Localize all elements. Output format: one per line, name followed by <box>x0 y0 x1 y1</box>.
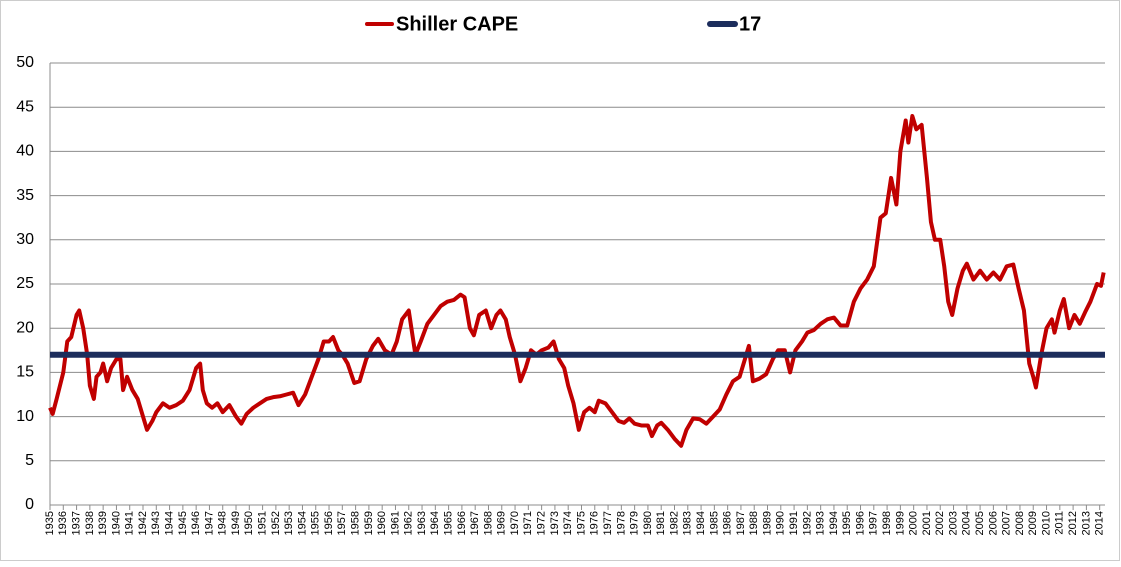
x-tick-label: 1941 <box>124 511 136 535</box>
y-tick-label: 10 <box>16 408 34 425</box>
x-tick-label: 1964 <box>429 511 441 535</box>
x-tick-label: 2009 <box>1027 511 1039 535</box>
x-tick-label: 1947 <box>203 511 215 535</box>
y-tick-label: 35 <box>16 187 34 204</box>
x-tick-label: 1999 <box>894 511 906 535</box>
x-tick-label: 1935 <box>44 511 56 535</box>
x-tick-label: 1998 <box>881 511 893 535</box>
x-tick-label: 1982 <box>668 511 680 535</box>
x-tick-label: 1974 <box>562 511 574 535</box>
x-tick-label: 1945 <box>177 511 189 535</box>
x-tick-label: 2000 <box>908 511 920 535</box>
x-tick-label: 1959 <box>363 511 375 535</box>
x-tick-label: 1983 <box>682 511 694 535</box>
x-tick-label: 1994 <box>828 511 840 535</box>
x-tick-label: 1967 <box>469 511 481 535</box>
x-tick-label: 1977 <box>602 511 614 535</box>
x-tick-label: 2013 <box>1080 511 1092 535</box>
x-tick-label: 1984 <box>695 511 707 535</box>
x-tick-label: 1962 <box>403 511 415 535</box>
x-tick-label: 1997 <box>868 511 880 535</box>
x-tick-label: 1961 <box>389 511 401 535</box>
x-tick-label: 1981 <box>655 511 667 535</box>
x-tick-label: 2002 <box>934 511 946 535</box>
y-tick-label: 40 <box>16 143 34 160</box>
x-tick-label: 2005 <box>974 511 986 535</box>
x-tick-label: 1987 <box>735 511 747 535</box>
x-tick-label: 1956 <box>323 511 335 535</box>
series-line <box>48 114 1106 448</box>
x-tick-label: 1955 <box>310 511 322 535</box>
x-tick-label: 1958 <box>350 511 362 535</box>
x-tick-label: 2014 <box>1094 511 1106 535</box>
x-tick-label: 2003 <box>947 511 959 535</box>
x-tick-label: 1938 <box>84 511 96 535</box>
x-tick-label: 1995 <box>841 511 853 535</box>
x-tick-label: 2004 <box>961 511 973 535</box>
x-tick-label: 2012 <box>1067 511 1079 535</box>
x-tick-label: 1940 <box>110 511 122 535</box>
x-tick-label: 1993 <box>815 511 827 535</box>
x-tick-label: 1996 <box>854 511 866 535</box>
x-tick-label: 1975 <box>575 511 587 535</box>
x-tick-label: 1942 <box>137 511 149 535</box>
x-tick-label: 1952 <box>270 511 282 535</box>
x-tick-label: 1973 <box>549 511 561 535</box>
x-tick-label: 1989 <box>761 511 773 535</box>
y-tick-label: 5 <box>25 452 34 469</box>
x-tick-label: 1937 <box>70 511 82 535</box>
x-tick-label: 1978 <box>615 511 627 535</box>
x-tick-label: 2010 <box>1040 511 1052 535</box>
x-tick-label: 1986 <box>722 511 734 535</box>
x-tick-label: 2001 <box>921 511 933 535</box>
y-tick-label: 50 <box>16 54 34 71</box>
x-tick-label: 1951 <box>257 511 269 535</box>
x-tick-label: 2007 <box>1001 511 1013 535</box>
x-tick-label: 1965 <box>443 511 455 535</box>
x-tick-label: 1946 <box>190 511 202 535</box>
x-tick-label: 1943 <box>150 511 162 535</box>
x-tick-label: 2006 <box>987 511 999 535</box>
x-tick-label: 1963 <box>416 511 428 535</box>
x-tick-label: 1991 <box>788 511 800 535</box>
x-tick-label: 1948 <box>217 511 229 535</box>
x-tick-label: 1990 <box>775 511 787 535</box>
x-tick-label: 1944 <box>163 511 175 535</box>
x-tick-label: 1949 <box>230 511 242 535</box>
y-tick-label: 15 <box>16 364 34 381</box>
x-tick-label: 1985 <box>708 511 720 535</box>
x-tick-label: 1960 <box>376 511 388 535</box>
legend-label: Shiller CAPE <box>396 13 518 35</box>
y-tick-label: 45 <box>16 98 34 115</box>
legend-label: 17 <box>739 13 761 35</box>
x-tick-label: 1976 <box>589 511 601 535</box>
y-tick-label: 30 <box>16 231 34 248</box>
y-tick-label: 25 <box>16 275 34 292</box>
x-tick-label: 1957 <box>336 511 348 535</box>
x-tick-label: 1988 <box>748 511 760 535</box>
x-tick-label: 1936 <box>57 511 69 535</box>
y-tick-label: 0 <box>25 496 34 513</box>
x-tick-label: 1970 <box>509 511 521 535</box>
x-tick-label: 1966 <box>456 511 468 535</box>
x-tick-label: 1979 <box>629 511 641 535</box>
x-tick-label: 2011 <box>1054 511 1066 535</box>
y-tick-label: 20 <box>16 319 34 336</box>
x-tick-label: 1980 <box>642 511 654 535</box>
x-tick-label: 1992 <box>801 511 813 535</box>
x-tick-label: 1954 <box>296 511 308 535</box>
x-tick-label: 1953 <box>283 511 295 535</box>
x-tick-label: 1972 <box>536 511 548 535</box>
x-tick-label: 1950 <box>243 511 255 535</box>
x-tick-label: 1971 <box>522 511 534 535</box>
x-tick-label: 1968 <box>482 511 494 535</box>
x-tick-label: 1939 <box>97 511 109 535</box>
x-tick-label: 2008 <box>1014 511 1026 535</box>
x-tick-label: 1969 <box>496 511 508 535</box>
